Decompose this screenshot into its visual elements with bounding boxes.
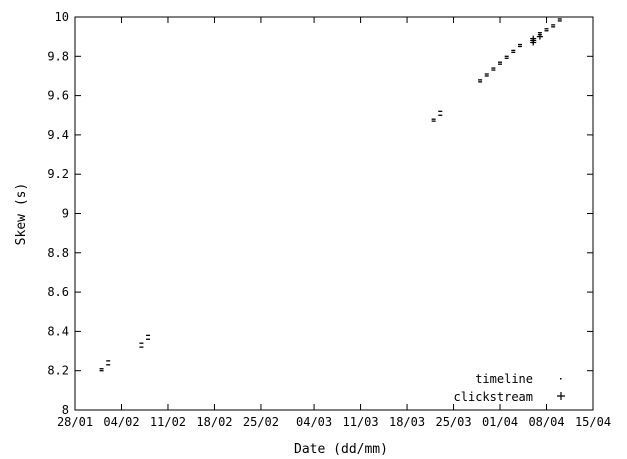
legend-symbol-timeline <box>560 378 562 380</box>
y-tick-label: 9.8 <box>47 49 69 63</box>
legend-label-clickstream: clickstream <box>454 390 533 404</box>
x-tick-label: 18/03 <box>389 415 425 429</box>
plot-frame <box>74 16 594 411</box>
x-tick-label: 28/01 <box>57 415 93 429</box>
y-tick-label: 9.4 <box>47 128 69 142</box>
x-tick-label: 01/04 <box>482 415 518 429</box>
x-tick-label: 04/03 <box>296 415 332 429</box>
y-tick-label: 9 <box>62 207 69 221</box>
y-tick-label: 9.2 <box>47 167 69 181</box>
y-tick-label: 8.6 <box>47 285 69 299</box>
y-tick-label: 10 <box>55 10 69 24</box>
y-tick-label: 8.4 <box>47 324 69 338</box>
x-tick-label: 25/02 <box>243 415 279 429</box>
data-marks <box>99 18 562 372</box>
legend-label-timeline: timeline <box>475 372 533 386</box>
x-tick-label: 04/02 <box>103 415 139 429</box>
legend-symbol-clickstream <box>557 392 565 400</box>
x-tick-label: 11/03 <box>343 415 379 429</box>
x-tick-label: 18/02 <box>196 415 232 429</box>
x-axis-label: Date (dd/mm) <box>294 442 388 457</box>
x-tick-label: 08/04 <box>528 415 564 429</box>
x-tick-label: 25/03 <box>435 415 471 429</box>
clickstream-point <box>530 35 537 42</box>
y-tick-label: 8 <box>62 403 69 417</box>
y-tick-label: 8.2 <box>47 364 69 378</box>
legend-symbols <box>557 378 565 400</box>
x-axis: 28/01 04/02 11/02 18/02 25/02 04/03 11/03 18/03… <box>57 17 611 429</box>
clickstream-point <box>536 33 543 40</box>
y-axis: 8 8.2 8.4 8.6 8.8 9 9.2 9.4 9.6 9.8 10 <box>47 10 593 417</box>
y-tick-label: 9.6 <box>47 89 69 103</box>
y-axis-label: Skew (s) <box>14 183 29 246</box>
plot-border <box>74 16 594 411</box>
legend: timeline clickstream <box>454 372 565 404</box>
x-tick-label: 11/02 <box>150 415 186 429</box>
y-tick-label: 8.8 <box>47 246 69 260</box>
x-tick-label: 15/04 <box>575 415 611 429</box>
